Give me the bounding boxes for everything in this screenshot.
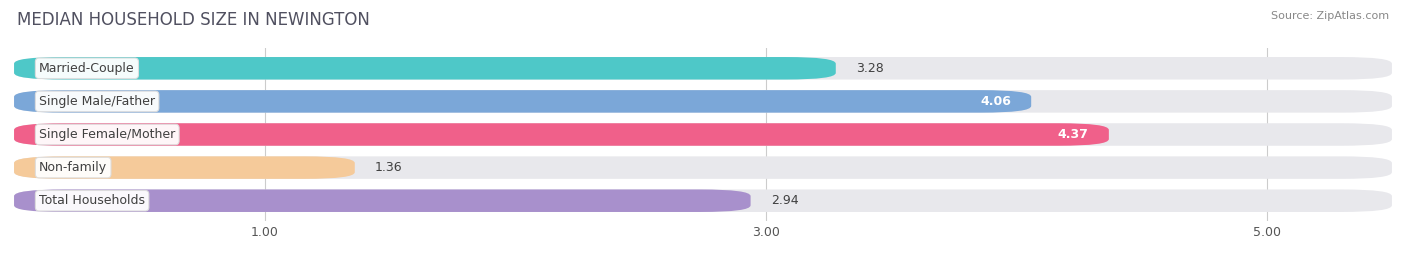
- Text: Single Female/Mother: Single Female/Mother: [39, 128, 176, 141]
- FancyBboxPatch shape: [14, 189, 751, 212]
- Text: 1.36: 1.36: [375, 161, 402, 174]
- Text: MEDIAN HOUSEHOLD SIZE IN NEWINGTON: MEDIAN HOUSEHOLD SIZE IN NEWINGTON: [17, 11, 370, 29]
- Text: 3.28: 3.28: [856, 62, 883, 75]
- Text: Single Male/Father: Single Male/Father: [39, 95, 155, 108]
- FancyBboxPatch shape: [14, 90, 1392, 113]
- Text: 4.37: 4.37: [1057, 128, 1088, 141]
- Text: Married-Couple: Married-Couple: [39, 62, 135, 75]
- FancyBboxPatch shape: [14, 57, 1392, 80]
- FancyBboxPatch shape: [14, 189, 1392, 212]
- FancyBboxPatch shape: [14, 57, 835, 80]
- Text: Non-family: Non-family: [39, 161, 107, 174]
- FancyBboxPatch shape: [14, 156, 1392, 179]
- Text: Total Households: Total Households: [39, 194, 145, 207]
- Text: 2.94: 2.94: [770, 194, 799, 207]
- FancyBboxPatch shape: [14, 156, 354, 179]
- Text: Source: ZipAtlas.com: Source: ZipAtlas.com: [1271, 11, 1389, 21]
- FancyBboxPatch shape: [14, 123, 1392, 146]
- FancyBboxPatch shape: [14, 123, 1109, 146]
- FancyBboxPatch shape: [14, 90, 1031, 113]
- Text: 4.06: 4.06: [980, 95, 1011, 108]
